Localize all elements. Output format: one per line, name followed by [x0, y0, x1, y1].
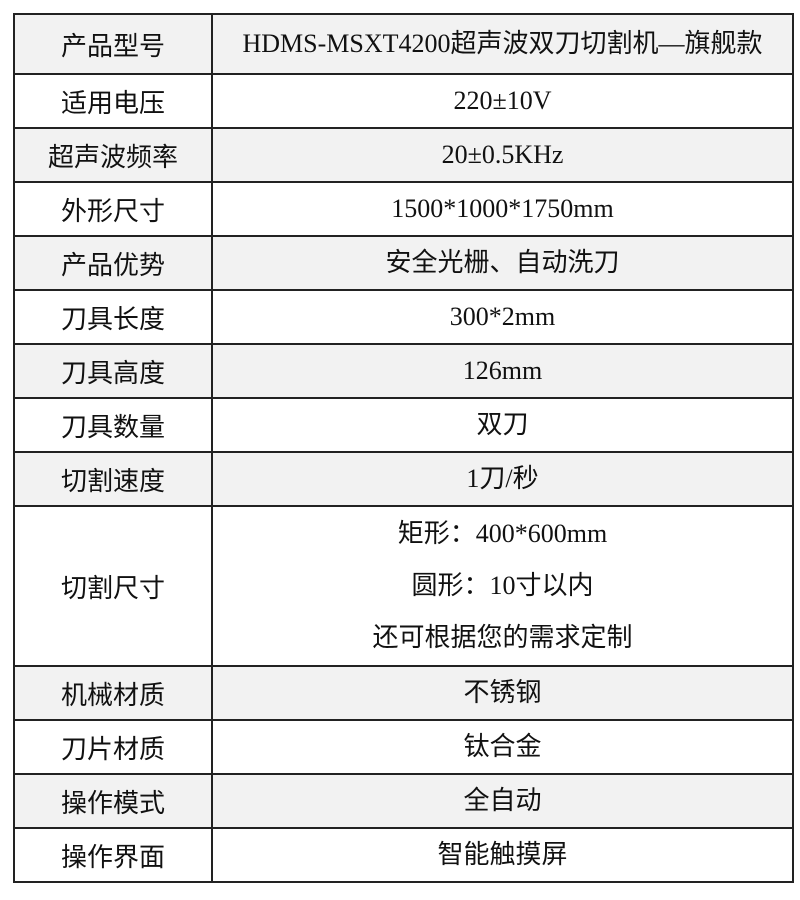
spec-value: 双刀 — [211, 397, 794, 453]
spec-value-line: 126mm — [462, 356, 543, 385]
table-row: 刀具长度 300*2mm — [13, 289, 794, 345]
spec-value: HDMS-MSXT4200超声波双刀切割机—旗舰款 — [211, 13, 794, 75]
spec-value-line: 圆形：10寸以内 — [411, 571, 594, 600]
spec-value-line: 钛合金 — [463, 732, 542, 761]
spec-value-line: 20±0.5KHz — [441, 140, 564, 169]
spec-value: 300*2mm — [211, 289, 794, 345]
spec-label: 刀片材质 — [13, 719, 213, 775]
spec-label: 切割尺寸 — [13, 505, 213, 667]
spec-value-line: 安全光栅、自动洗刀 — [385, 248, 620, 277]
spec-value: 220±10V — [211, 73, 794, 129]
spec-label: 刀具数量 — [13, 397, 213, 453]
spec-value: 不锈钢 — [211, 665, 794, 721]
spec-value-line: 全自动 — [463, 786, 542, 815]
spec-value: 1刀/秒 — [211, 451, 794, 507]
table-row: 产品型号 HDMS-MSXT4200超声波双刀切割机—旗舰款 — [13, 13, 794, 75]
table-row: 产品优势 安全光栅、自动洗刀 — [13, 235, 794, 291]
table-row: 外形尺寸 1500*1000*1750mm — [13, 181, 794, 237]
table-row: 超声波频率 20±0.5KHz — [13, 127, 794, 183]
spec-label: 操作界面 — [13, 827, 213, 883]
spec-label: 切割速度 — [13, 451, 213, 507]
spec-label: 刀具长度 — [13, 289, 213, 345]
spec-value-line: HDMS-MSXT4200超声波双刀切割机—旗舰款 — [242, 29, 763, 58]
spec-value-line: 还可根据您的需求定制 — [372, 623, 633, 652]
table-row: 操作模式 全自动 — [13, 773, 794, 829]
spec-label: 外形尺寸 — [13, 181, 213, 237]
table-row: 刀片材质 钛合金 — [13, 719, 794, 775]
spec-value-line: 矩形：400*600mm — [397, 519, 608, 548]
table-row: 刀具数量 双刀 — [13, 397, 794, 453]
spec-value-line: 双刀 — [476, 410, 529, 439]
table-row: 切割速度 1刀/秒 — [13, 451, 794, 507]
spec-value: 矩形：400*600mm 圆形：10寸以内还可根据您的需求定制 — [211, 505, 794, 667]
spec-value-line: 220±10V — [453, 86, 552, 115]
spec-value-line: 不锈钢 — [463, 678, 542, 707]
spec-value-line: 300*2mm — [449, 302, 556, 331]
spec-value: 126mm — [211, 343, 794, 399]
spec-value: 20±0.5KHz — [211, 127, 794, 183]
spec-value-line: 1500*1000*1750mm — [391, 194, 614, 223]
spec-value: 安全光栅、自动洗刀 — [211, 235, 794, 291]
spec-value-line: 1刀/秒 — [466, 464, 539, 493]
spec-label: 适用电压 — [13, 73, 213, 129]
spec-table: 产品型号 HDMS-MSXT4200超声波双刀切割机—旗舰款 适用电压 220±10V… — [13, 13, 794, 883]
spec-value: 钛合金 — [211, 719, 794, 775]
spec-label: 刀具高度 — [13, 343, 213, 399]
spec-label: 产品型号 — [13, 13, 213, 75]
spec-label: 产品优势 — [13, 235, 213, 291]
table-row: 机械材质 不锈钢 — [13, 665, 794, 721]
table-row: 切割尺寸 矩形：400*600mm 圆形：10寸以内还可根据您的需求定制 — [13, 505, 794, 667]
spec-value: 智能触摸屏 — [211, 827, 794, 883]
spec-value: 全自动 — [211, 773, 794, 829]
table-row: 操作界面 智能触摸屏 — [13, 827, 794, 883]
spec-label: 操作模式 — [13, 773, 213, 829]
spec-value: 1500*1000*1750mm — [211, 181, 794, 237]
spec-value-line: 智能触摸屏 — [437, 840, 568, 869]
spec-label: 超声波频率 — [13, 127, 213, 183]
table-row: 刀具高度 126mm — [13, 343, 794, 399]
spec-label: 机械材质 — [13, 665, 213, 721]
table-row: 适用电压 220±10V — [13, 73, 794, 129]
